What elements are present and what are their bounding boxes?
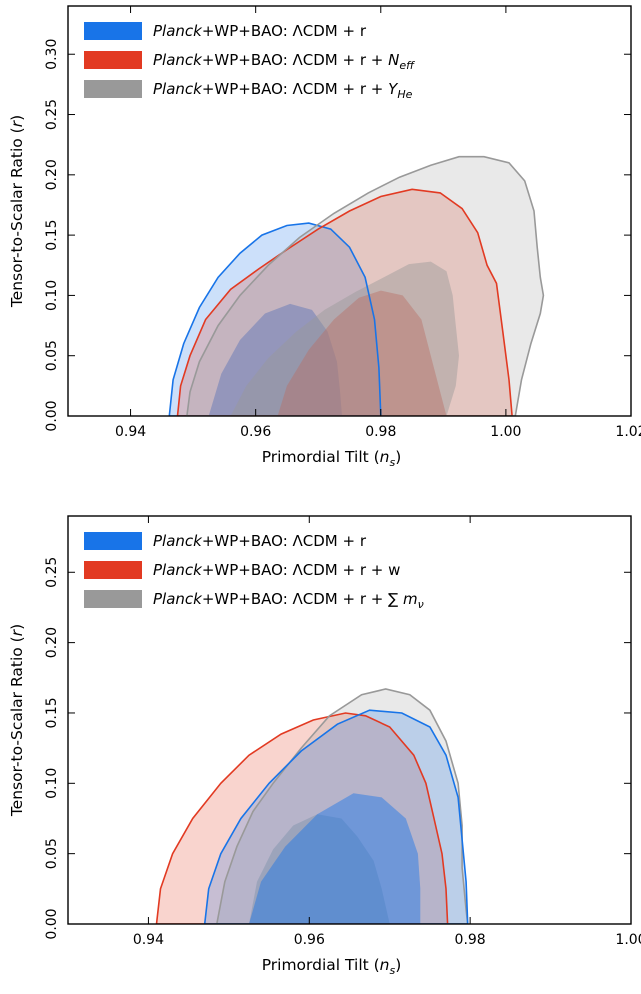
contour-95-fill-series-3 [204, 710, 468, 924]
plot-frame [67, 515, 632, 925]
contour-95-line-series-2 [176, 188, 513, 416]
x-axis-label-text: Primordial Tilt ( [262, 956, 380, 974]
legend-label: +WP+BAO: ΛCDM + r + [202, 51, 388, 69]
contour-68-fill-series-2 [249, 814, 390, 924]
chart-panel-1: 0.94 0.96 0.98 1.00 1.02 0.00 0.05 0.10 0.15 0.20… [8, 5, 641, 469]
plot-area [168, 155, 545, 416]
y-axis-symbol: r [8, 119, 26, 127]
y-tick-label: 0.00 [44, 908, 60, 939]
x-tick-label: 1.00 [615, 932, 641, 948]
legend-swatch [84, 80, 142, 98]
legend-swatch [84, 561, 142, 579]
y-axis-label-text: Tensor-to-Scalar Ratio ( [8, 127, 26, 308]
x-tick-label: 0.94 [115, 424, 146, 440]
y-tick-label: 0.20 [44, 159, 60, 190]
x-axis-subscript: s [390, 964, 396, 977]
legend-swatch [84, 532, 142, 550]
y-tick-label: 0.05 [44, 340, 60, 371]
legend-label: +WP+BAO: ΛCDM + r + ∑ [202, 590, 403, 608]
legend-label: +WP+BAO: ΛCDM + r + [202, 80, 388, 98]
plot-frame [67, 5, 632, 417]
y-tick-label: 0.20 [44, 627, 60, 658]
y-tick-label: 0.15 [44, 697, 60, 728]
legend-italic-name: Planck [153, 532, 203, 550]
contour-68-fill-series-3 [230, 261, 459, 416]
x-axis-symbol: n [380, 448, 390, 466]
y-axis-close: ) [8, 115, 26, 121]
legend-entry: Planck+WP+BAO: ΛCDM + r + Neff [153, 51, 415, 72]
legend-italic-name: Planck [153, 80, 203, 98]
y-axis-label: Tensor-to-Scalar Ratio (r) [8, 624, 26, 817]
x-tick-label: 1.00 [490, 424, 521, 440]
contour-95-fill-series-1 [156, 713, 448, 924]
contour-95-fill-series-1 [169, 223, 381, 416]
contour-68-fill-series-2 [277, 290, 447, 416]
x-axis-close: ) [395, 448, 401, 466]
y-tick-label: 0.05 [44, 838, 60, 869]
x-axis-label: Primordial Tilt (ns) [262, 448, 402, 469]
x-tick-label: 0.94 [133, 932, 164, 948]
legend-swatch [84, 51, 142, 69]
legend-entry: Planck+WP+BAO: ΛCDM + r [153, 22, 367, 40]
contour-68-fill-series-1 [208, 303, 342, 416]
x-axis-close: ) [395, 956, 401, 974]
legend-entry: Planck+WP+BAO: ΛCDM + r [153, 532, 367, 550]
legend-entry: Planck+WP+BAO: ΛCDM + r + YHe [153, 80, 413, 101]
legend-label: +WP+BAO: ΛCDM + r [202, 22, 367, 40]
contour-95-fill-series-2 [177, 189, 513, 416]
y-tick-label: 0.15 [44, 220, 60, 251]
x-axis-symbol: n [380, 956, 390, 974]
legend-variable: N [388, 51, 399, 69]
y-tick-label: 0.30 [44, 39, 60, 70]
contour-95-line-series-3 [186, 155, 545, 416]
contour-68-fill-series-3 [249, 793, 421, 924]
x-tick-label: 1.02 [615, 424, 641, 440]
x-tick-label: 0.96 [294, 932, 325, 948]
y-axis-label-text: Tensor-to-Scalar Ratio ( [8, 636, 26, 817]
y-axis-symbol: r [8, 628, 26, 636]
plot-area [155, 688, 469, 924]
y-tick-label: 0.25 [44, 99, 60, 130]
x-tick-label: 0.96 [240, 424, 271, 440]
legend-swatch [84, 22, 142, 40]
x-axis-subscript: s [390, 456, 396, 469]
legend-variable-subscript: He [397, 88, 412, 101]
y-tick-label: 0.25 [44, 557, 60, 588]
legend-variable-subscript: eff [399, 59, 415, 72]
x-tick-label: 0.98 [365, 424, 396, 440]
legend-variable: m [403, 590, 418, 608]
x-tick-label: 0.98 [455, 932, 486, 948]
x-axis-label: Primordial Tilt (ns) [262, 956, 402, 977]
chart-panel-2: 0.94 0.96 0.98 1.00 0.00 0.05 0.10 0.15 0.20 0.25… [8, 515, 641, 977]
contour-95-fill-series-3 [186, 156, 544, 416]
legend-variable: Y [388, 80, 399, 98]
legend-italic-name: Planck [153, 590, 203, 608]
legend-swatch [84, 590, 142, 608]
legend-label: +WP+BAO: ΛCDM + r [202, 532, 367, 550]
y-tick-label: 0.10 [44, 768, 60, 799]
contour-95-line-series-1 [168, 222, 382, 416]
y-tick-label: 0.10 [44, 280, 60, 311]
contour-95-fill-series-2 [216, 689, 468, 924]
legend-entry: Planck+WP+BAO: ΛCDM + r + w [153, 561, 400, 579]
y-axis-close: ) [8, 624, 26, 630]
legend-variable-subscript: ν [418, 598, 424, 611]
contour-95-line-series-3 [203, 709, 469, 924]
contour-95-line-series-1 [155, 712, 449, 924]
legend-italic-name: Planck [153, 561, 203, 579]
y-axis-label: Tensor-to-Scalar Ratio (r) [8, 115, 26, 308]
y-tick-label: 0.00 [44, 400, 60, 431]
contour-95-line-series-2 [215, 688, 469, 924]
legend-italic-name: Planck [153, 22, 203, 40]
legend-entry: Planck+WP+BAO: ΛCDM + r + ∑ mν [153, 590, 424, 611]
legend-label: +WP+BAO: ΛCDM + r + w [202, 561, 401, 579]
x-axis-label-text: Primordial Tilt ( [262, 448, 380, 466]
legend-italic-name: Planck [153, 51, 203, 69]
